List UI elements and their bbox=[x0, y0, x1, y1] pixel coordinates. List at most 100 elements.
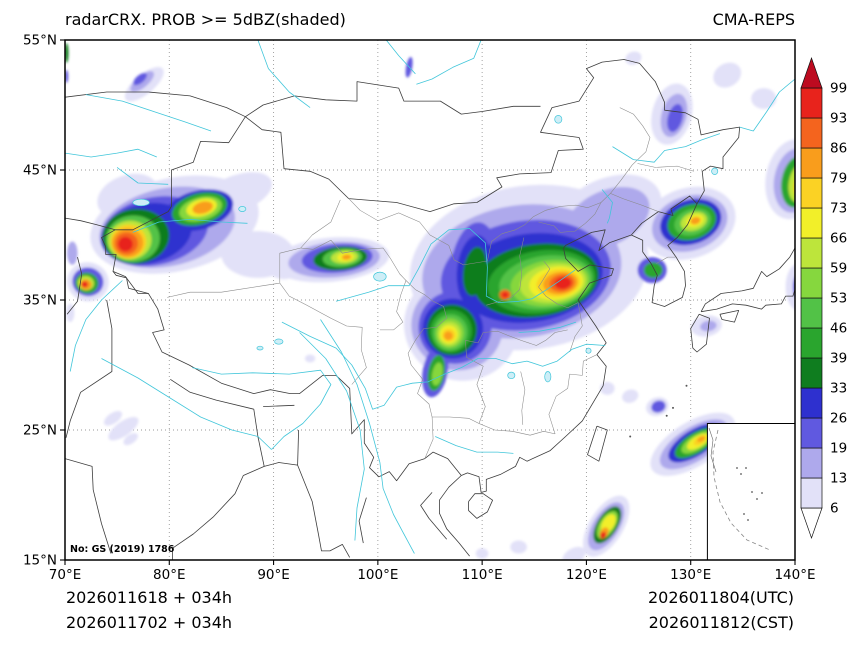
radar-prob-cell bbox=[431, 362, 443, 386]
colorbar-label: 93 bbox=[830, 111, 847, 127]
boundary-line bbox=[438, 475, 470, 557]
valid-time-cst: 2026011812(CST) bbox=[649, 613, 794, 632]
river-line bbox=[335, 228, 576, 304]
colorbar-cell bbox=[800, 87, 823, 119]
colorbar-cell bbox=[800, 267, 823, 299]
boundary-line bbox=[468, 493, 494, 519]
inset-dash-line bbox=[712, 429, 771, 551]
radar-prob-cell bbox=[697, 436, 705, 443]
lake bbox=[132, 198, 150, 207]
radar-prob-cell bbox=[600, 381, 615, 395]
y-tick-label: 35°N bbox=[23, 293, 57, 309]
x-tick-label: 130°E bbox=[670, 567, 711, 583]
boundary-line bbox=[690, 313, 710, 353]
y-tick-label: 45°N bbox=[23, 163, 57, 179]
boundary-line bbox=[65, 217, 116, 231]
lake bbox=[711, 167, 719, 175]
river-line bbox=[85, 94, 212, 132]
boundary-line bbox=[358, 497, 367, 544]
colorbar-cell bbox=[800, 207, 823, 239]
colorbar-cell bbox=[800, 327, 823, 359]
lake bbox=[507, 371, 516, 380]
y-tick-label: 55°N bbox=[23, 33, 57, 49]
boundary-line bbox=[631, 203, 698, 307]
inset-island-dot bbox=[751, 491, 753, 493]
colorbar-cell bbox=[800, 417, 823, 449]
river-line bbox=[192, 367, 332, 450]
chart-title: radarCRX. PROB >= 5dBZ(shaded) bbox=[65, 10, 346, 29]
colorbar-cell bbox=[800, 297, 823, 329]
island-dot bbox=[685, 384, 688, 387]
radar-prob-cell bbox=[66, 303, 75, 323]
province-line bbox=[348, 107, 651, 266]
lake bbox=[256, 345, 264, 351]
river-line bbox=[320, 319, 415, 554]
colorbar-label: 19 bbox=[830, 441, 847, 457]
province-line bbox=[548, 354, 598, 434]
colorbar-cell bbox=[800, 237, 823, 269]
province-line bbox=[610, 193, 659, 212]
radar-prob-cell bbox=[713, 62, 742, 88]
island-dot bbox=[665, 414, 668, 417]
province-line bbox=[538, 221, 586, 233]
radar-prob-cell bbox=[785, 264, 795, 310]
river-line bbox=[739, 78, 795, 132]
colorbar-label: 66 bbox=[830, 231, 847, 247]
x-tick-label: 110°E bbox=[462, 567, 503, 583]
lake bbox=[373, 271, 387, 282]
river-line bbox=[385, 40, 416, 75]
province-line bbox=[511, 237, 525, 298]
boundary-line bbox=[65, 458, 112, 554]
province-line bbox=[656, 256, 677, 264]
lake bbox=[544, 371, 552, 383]
colorbar-label: 6 bbox=[830, 501, 839, 517]
inset-island-dot bbox=[743, 513, 745, 515]
province-line bbox=[520, 371, 526, 425]
radar-prob-cell bbox=[192, 201, 213, 215]
river-line bbox=[101, 358, 272, 450]
init-time-utc: 2026011618 + 034h bbox=[66, 588, 232, 607]
radar-prob-cell bbox=[108, 416, 139, 441]
inset-island-dot bbox=[747, 519, 749, 521]
radar-prob-cell bbox=[103, 410, 123, 426]
radar-prob-cell bbox=[65, 69, 69, 83]
valid-time-utc: 2026011804(UTC) bbox=[648, 588, 794, 607]
colorbar-cell bbox=[800, 447, 823, 479]
inset-island-dot bbox=[740, 473, 742, 475]
inset-island-dot bbox=[736, 467, 738, 469]
boundary-line bbox=[65, 91, 246, 118]
boundary-line bbox=[700, 247, 795, 312]
radar-prob-cell bbox=[554, 277, 572, 290]
colorbar-cell bbox=[800, 357, 823, 389]
river-line bbox=[416, 40, 482, 85]
radar-prob-cell bbox=[690, 216, 701, 225]
colorbar-label: 13 bbox=[830, 471, 847, 487]
river-line bbox=[281, 321, 606, 410]
province-line bbox=[300, 239, 407, 331]
colorbar-label: 99 bbox=[830, 81, 847, 97]
river-line bbox=[601, 189, 613, 224]
colorbar-cell bbox=[800, 477, 823, 509]
colorbar-label: 39 bbox=[830, 351, 847, 367]
river-line bbox=[518, 321, 577, 333]
radar-prob-cell bbox=[562, 546, 586, 560]
colorbar-label: 33 bbox=[830, 381, 847, 397]
boundary-line bbox=[65, 299, 113, 438]
x-tick-label: 100°E bbox=[357, 567, 398, 583]
model-name: CMA-REPS bbox=[713, 10, 795, 29]
init-time-cst: 2026011702 + 034h bbox=[66, 613, 232, 632]
province-line bbox=[279, 282, 367, 385]
province-line bbox=[569, 302, 583, 353]
radar-prob-cell bbox=[118, 236, 133, 252]
lake bbox=[554, 115, 563, 124]
geography-layer bbox=[65, 40, 795, 560]
province-line bbox=[465, 332, 486, 424]
south-china-sea-inset bbox=[706, 423, 796, 561]
province-line bbox=[585, 202, 602, 224]
colorbar-over-arrow bbox=[800, 56, 823, 89]
radar-prob-cell bbox=[65, 43, 69, 63]
x-tick-label: 140°E bbox=[774, 567, 815, 583]
boundary-line bbox=[171, 466, 265, 560]
